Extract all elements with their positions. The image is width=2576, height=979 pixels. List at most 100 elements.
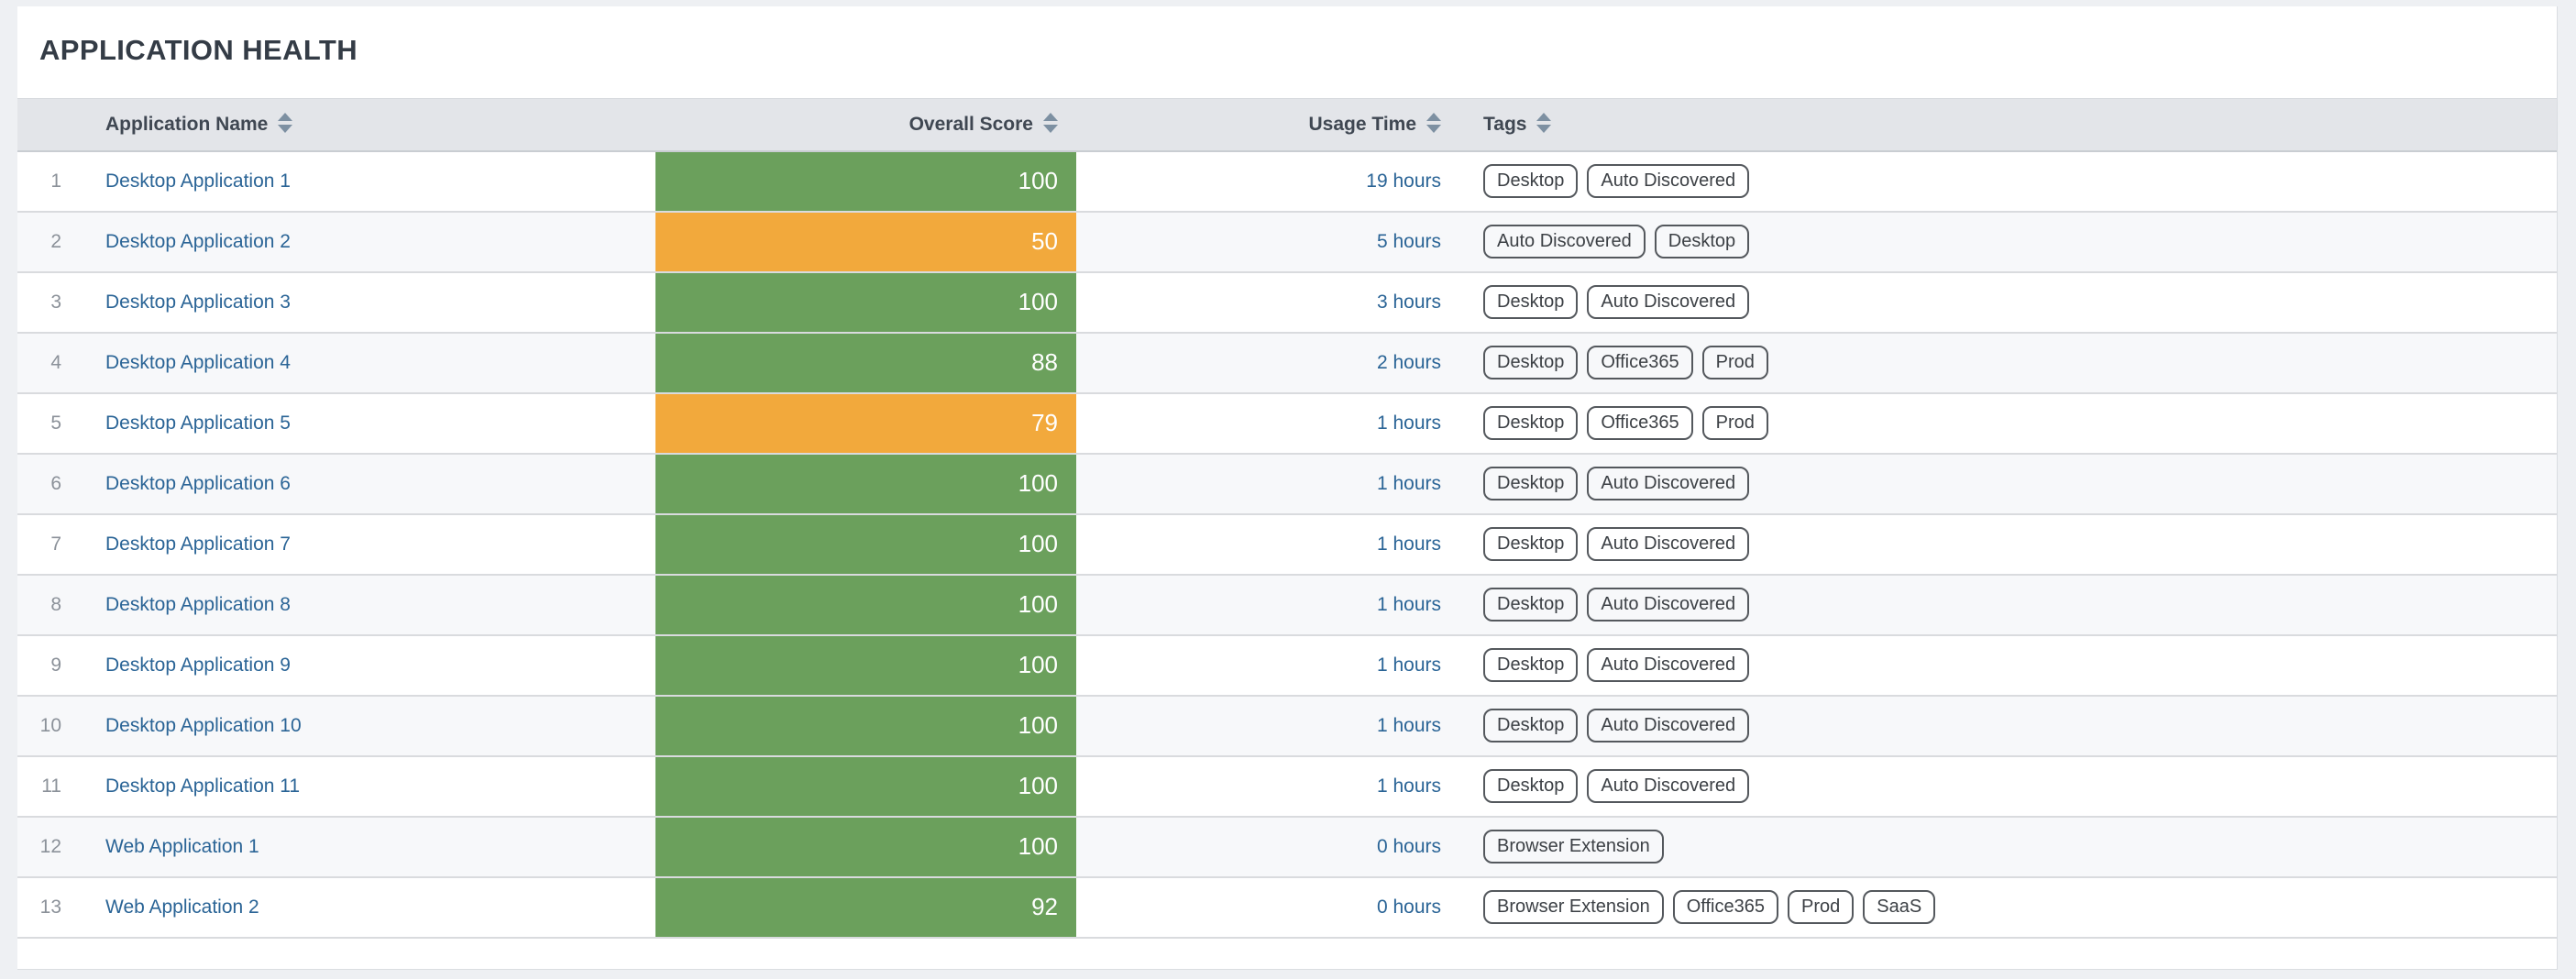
tags-cell: Auto Discovered Desktop bbox=[1463, 211, 2557, 273]
tag-badge: Auto Discovered bbox=[1483, 225, 1646, 258]
application-name-cell: Desktop Application 2 bbox=[83, 211, 655, 273]
header-usage-time-label: Usage Time bbox=[1308, 113, 1417, 135]
tag-badge: Desktop bbox=[1483, 648, 1579, 682]
tag-badge: Desktop bbox=[1483, 406, 1579, 440]
overall-score-bar: 92 bbox=[655, 876, 1076, 939]
table-row: 12 Web Application 1 100 0 hours Browser Ext… bbox=[17, 816, 2557, 878]
usage-time-cell: 0 hours bbox=[1076, 816, 1463, 878]
tags-cell: Desktop Auto Discovered bbox=[1463, 271, 2557, 334]
tag-badge: Prod bbox=[1701, 346, 1768, 380]
usage-time-link[interactable]: 1 hours bbox=[1376, 412, 1441, 434]
usage-time-link[interactable]: 1 hours bbox=[1376, 654, 1441, 676]
header-row-number bbox=[17, 98, 83, 152]
tag-badge: Auto Discovered bbox=[1587, 164, 1750, 198]
usage-time-cell: 1 hours bbox=[1076, 392, 1463, 455]
application-name-cell: Desktop Application 3 bbox=[83, 271, 655, 334]
usage-time-link[interactable]: 2 hours bbox=[1376, 351, 1441, 373]
usage-time-link[interactable]: 1 hours bbox=[1376, 472, 1441, 494]
usage-time-link[interactable]: 1 hours bbox=[1376, 775, 1441, 797]
tags-cell: Browser Extension bbox=[1463, 816, 2557, 878]
page-title: APPLICATION HEALTH bbox=[39, 34, 358, 66]
tag-badge: Prod bbox=[1701, 406, 1768, 440]
usage-time-link[interactable]: 0 hours bbox=[1376, 835, 1441, 857]
application-name-link[interactable]: Desktop Application 5 bbox=[105, 412, 291, 434]
header-application-name[interactable]: Application Name bbox=[83, 98, 655, 152]
sort-icon[interactable] bbox=[1043, 113, 1058, 134]
row-number: 2 bbox=[17, 211, 83, 273]
overall-score-bar: 100 bbox=[655, 513, 1076, 576]
overall-score-bar: 100 bbox=[655, 816, 1076, 878]
header-tags[interactable]: Tags bbox=[1463, 98, 2557, 152]
usage-time-cell: 5 hours bbox=[1076, 211, 1463, 273]
sort-icon[interactable] bbox=[1426, 113, 1441, 134]
overall-score-bar: 50 bbox=[655, 211, 1076, 273]
usage-time-link[interactable]: 3 hours bbox=[1376, 291, 1441, 313]
table-row: 4 Desktop Application 4 88 2 hours Desktop Of… bbox=[17, 332, 2557, 394]
table-row: 9 Desktop Application 9 100 1 hours Desktop A… bbox=[17, 634, 2557, 697]
usage-time-cell: 19 hours bbox=[1076, 150, 1463, 213]
tag-badge: Desktop bbox=[1483, 769, 1579, 803]
tag-badge: Browser Extension bbox=[1483, 830, 1664, 864]
tag-badge: Browser Extension bbox=[1483, 890, 1664, 924]
tag-badge: Desktop bbox=[1483, 467, 1579, 500]
table-row: 3 Desktop Application 3 100 3 hours Desktop A… bbox=[17, 271, 2557, 334]
usage-time-cell: 1 hours bbox=[1076, 695, 1463, 757]
row-number: 6 bbox=[17, 453, 83, 515]
tag-badge: Desktop bbox=[1483, 527, 1579, 561]
usage-time-link[interactable]: 5 hours bbox=[1376, 230, 1441, 252]
tags-cell: Desktop Auto Discovered bbox=[1463, 695, 2557, 757]
table-row: 7 Desktop Application 7 100 1 hours Desktop A… bbox=[17, 513, 2557, 576]
overall-score-bar: 88 bbox=[655, 332, 1076, 394]
application-name-link[interactable]: Desktop Application 7 bbox=[105, 533, 291, 555]
tag-badge: Auto Discovered bbox=[1587, 467, 1750, 500]
application-name-link[interactable]: Web Application 1 bbox=[105, 835, 259, 857]
row-number: 3 bbox=[17, 271, 83, 334]
overall-score-bar: 100 bbox=[655, 271, 1076, 334]
application-name-cell: Desktop Application 5 bbox=[83, 392, 655, 455]
tag-badge: Auto Discovered bbox=[1587, 769, 1750, 803]
tag-badge: Desktop bbox=[1483, 164, 1579, 198]
application-name-cell: Web Application 2 bbox=[83, 876, 655, 939]
overall-score-bar: 100 bbox=[655, 453, 1076, 515]
table-row: 2 Desktop Application 2 50 5 hours Auto Disc… bbox=[17, 211, 2557, 273]
usage-time-cell: 3 hours bbox=[1076, 271, 1463, 334]
application-health-card: APPLICATION HEALTH Application Name Over… bbox=[17, 6, 2558, 970]
usage-time-link[interactable]: 1 hours bbox=[1376, 593, 1441, 615]
sort-icon[interactable] bbox=[278, 113, 293, 134]
application-name-link[interactable]: Desktop Application 4 bbox=[105, 351, 291, 373]
header-usage-time[interactable]: Usage Time bbox=[1076, 98, 1463, 152]
table-row: 11 Desktop Application 11 100 1 hours Deskto… bbox=[17, 755, 2557, 818]
usage-time-link[interactable]: 0 hours bbox=[1376, 896, 1441, 918]
sort-icon[interactable] bbox=[1536, 113, 1552, 134]
application-name-link[interactable]: Desktop Application 2 bbox=[105, 230, 291, 252]
row-number: 4 bbox=[17, 332, 83, 394]
application-name-link[interactable]: Desktop Application 11 bbox=[105, 775, 301, 797]
usage-time-link[interactable]: 19 hours bbox=[1366, 170, 1441, 192]
row-number: 8 bbox=[17, 574, 83, 636]
application-name-link[interactable]: Web Application 2 bbox=[105, 896, 259, 918]
usage-time-cell: 1 hours bbox=[1076, 453, 1463, 515]
usage-time-cell: 1 hours bbox=[1076, 634, 1463, 697]
application-name-link[interactable]: Desktop Application 3 bbox=[105, 291, 291, 313]
application-name-cell: Web Application 1 bbox=[83, 816, 655, 878]
table-header-row: Application Name Overall Score Usage Tim… bbox=[17, 98, 2557, 152]
application-name-link[interactable]: Desktop Application 8 bbox=[105, 593, 291, 615]
application-name-link[interactable]: Desktop Application 6 bbox=[105, 472, 291, 494]
table-row: 8 Desktop Application 8 100 1 hours Desktop A… bbox=[17, 574, 2557, 636]
tags-cell: Desktop Auto Discovered bbox=[1463, 453, 2557, 515]
application-name-link[interactable]: Desktop Application 10 bbox=[105, 714, 302, 736]
tag-badge: Desktop bbox=[1483, 285, 1579, 319]
row-number: 5 bbox=[17, 392, 83, 455]
usage-time-link[interactable]: 1 hours bbox=[1376, 533, 1441, 555]
application-name-link[interactable]: Desktop Application 1 bbox=[105, 170, 291, 192]
overall-score-bar: 100 bbox=[655, 755, 1076, 818]
tags-cell: Desktop Office365 Prod bbox=[1463, 332, 2557, 394]
table-row: 10 Desktop Application 10 100 1 hours Deskto… bbox=[17, 695, 2557, 757]
header-tags-label: Tags bbox=[1483, 113, 1527, 135]
application-name-cell: Desktop Application 10 bbox=[83, 695, 655, 757]
usage-time-link[interactable]: 1 hours bbox=[1376, 714, 1441, 736]
overall-score-bar: 100 bbox=[655, 634, 1076, 697]
application-name-link[interactable]: Desktop Application 9 bbox=[105, 654, 291, 676]
overall-score-bar: 100 bbox=[655, 695, 1076, 757]
header-overall-score[interactable]: Overall Score bbox=[655, 98, 1076, 152]
